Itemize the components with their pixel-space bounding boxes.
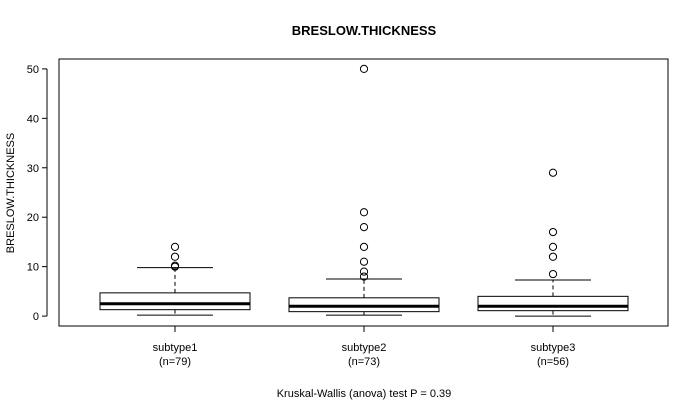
x-tick-count: (n=73) (348, 356, 380, 368)
outlier-point (170, 242, 180, 251)
outlier-point (359, 272, 369, 281)
outlier-point (548, 269, 558, 279)
outlier-point (359, 223, 369, 232)
chart-title: BRESLOW.THICKNESS (292, 23, 437, 38)
x-axis-caption: Kruskal-Wallis (anova) test P = 0.39 (277, 388, 452, 400)
boxes-layer: subtype1 (n=79) subtype2 (n=73) subtype3 (n=5… (99, 64, 629, 368)
y-axis-label: BRESLOW.THICKNESS (5, 133, 17, 253)
box-subtype2: subtype2 (n=73) (288, 64, 440, 368)
outlier-point (548, 168, 558, 177)
y-tick-label: 30 (27, 163, 39, 175)
y-axis: 0 10 20 30 40 50 (27, 64, 48, 323)
outlier-point (548, 227, 558, 237)
box-subtype1: subtype1 (n=79) (99, 242, 251, 368)
y-tick-label: 10 (27, 262, 39, 274)
y-tick-label: 50 (27, 64, 39, 76)
iqr-box (99, 292, 251, 311)
outlier-point (548, 242, 558, 251)
outlier-point (359, 257, 369, 266)
outlier-point (170, 252, 180, 261)
y-tick-label: 40 (27, 113, 39, 125)
x-tick-label: subtype2 (342, 342, 387, 354)
y-tick-label: 20 (27, 212, 39, 224)
outlier-point (359, 267, 369, 276)
plot-frame (58, 58, 669, 327)
box-subtype3: subtype3 (n=56) (477, 168, 629, 368)
y-tick-label: 0 (33, 311, 39, 323)
x-tick-label: subtype1 (153, 342, 198, 354)
outlier-point (170, 261, 180, 270)
x-tick-count: (n=56) (537, 356, 569, 368)
outlier-point (359, 64, 369, 73)
x-tick-count: (n=79) (159, 356, 191, 368)
x-tick-label: subtype3 (531, 342, 576, 354)
outlier-point (548, 252, 558, 261)
outlier-point (359, 208, 369, 217)
outlier-point (359, 242, 369, 251)
iqr-box (477, 295, 629, 312)
